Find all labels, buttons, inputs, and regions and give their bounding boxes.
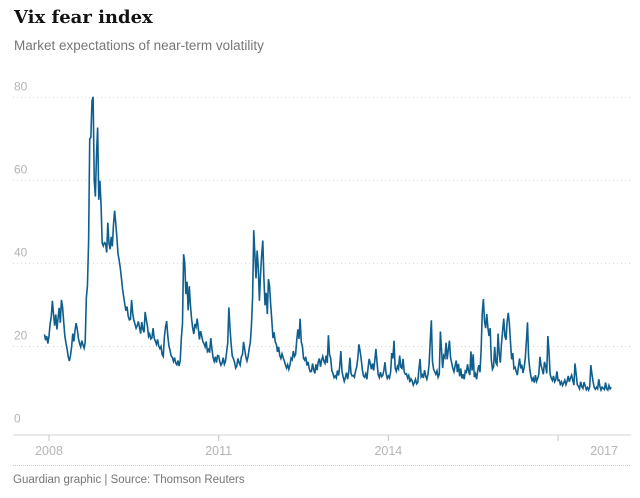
y-axis-label: 60 [14,162,28,176]
x-axis-label: 2014 [374,444,402,458]
x-axis-label: 2008 [35,444,63,458]
y-axis-label: 0 [14,412,21,426]
y-axis-label: 20 [14,328,28,342]
page-title: Vix fear index [14,7,153,28]
x-axis-label: 2017 [590,444,618,458]
y-axis-label: 80 [14,79,28,93]
x-axis-label: 2011 [205,444,232,458]
vix-series-line [43,96,612,393]
y-axis-label: 40 [14,245,28,259]
source-credit: Guardian graphic | Source: Thomson Reute… [13,465,630,486]
chart-subtitle: Market expectations of near-term volatil… [14,38,264,53]
